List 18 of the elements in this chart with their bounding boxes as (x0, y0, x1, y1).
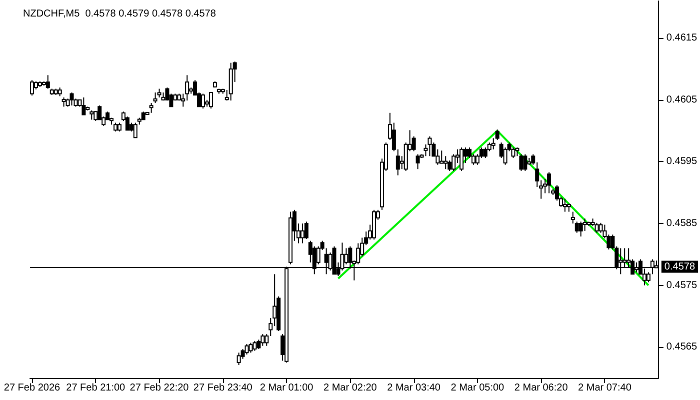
x-tick-label: 27 Feb 23:40 (193, 382, 253, 394)
y-tick-label: 0.4605 (666, 94, 698, 106)
x-tick-label: 27 Feb 2026 (4, 382, 60, 394)
ref-line-label: 0.4578 (664, 261, 696, 272)
x-tick-label: 27 Feb 21:00 (66, 382, 126, 394)
x-tick-label: 2 Mar 01:00 (260, 382, 314, 394)
x-tick-label: 2 Mar 06:20 (514, 382, 568, 394)
x-tick-label: 2 Mar 02:20 (323, 382, 378, 394)
y-tick-label: 0.4565 (666, 342, 698, 353)
y-tick-label: 0.4595 (666, 156, 698, 168)
x-tick-label: 2 Mar 05:00 (450, 382, 505, 394)
text: NZDCHF,M5 0.4578 0.4579 0.4578 0.4578 (23, 8, 216, 20)
y-tick-label: 0.4615 (666, 32, 698, 44)
y-tick-label: 0.4575 (666, 280, 698, 291)
x-tick-label: 2 Mar 07:40 (578, 382, 632, 394)
y-tick-label: 0.4585 (666, 218, 698, 229)
x-tick-label: 27 Feb 22:20 (130, 382, 190, 394)
x-tick-label: 2 Mar 03:40 (387, 382, 441, 394)
